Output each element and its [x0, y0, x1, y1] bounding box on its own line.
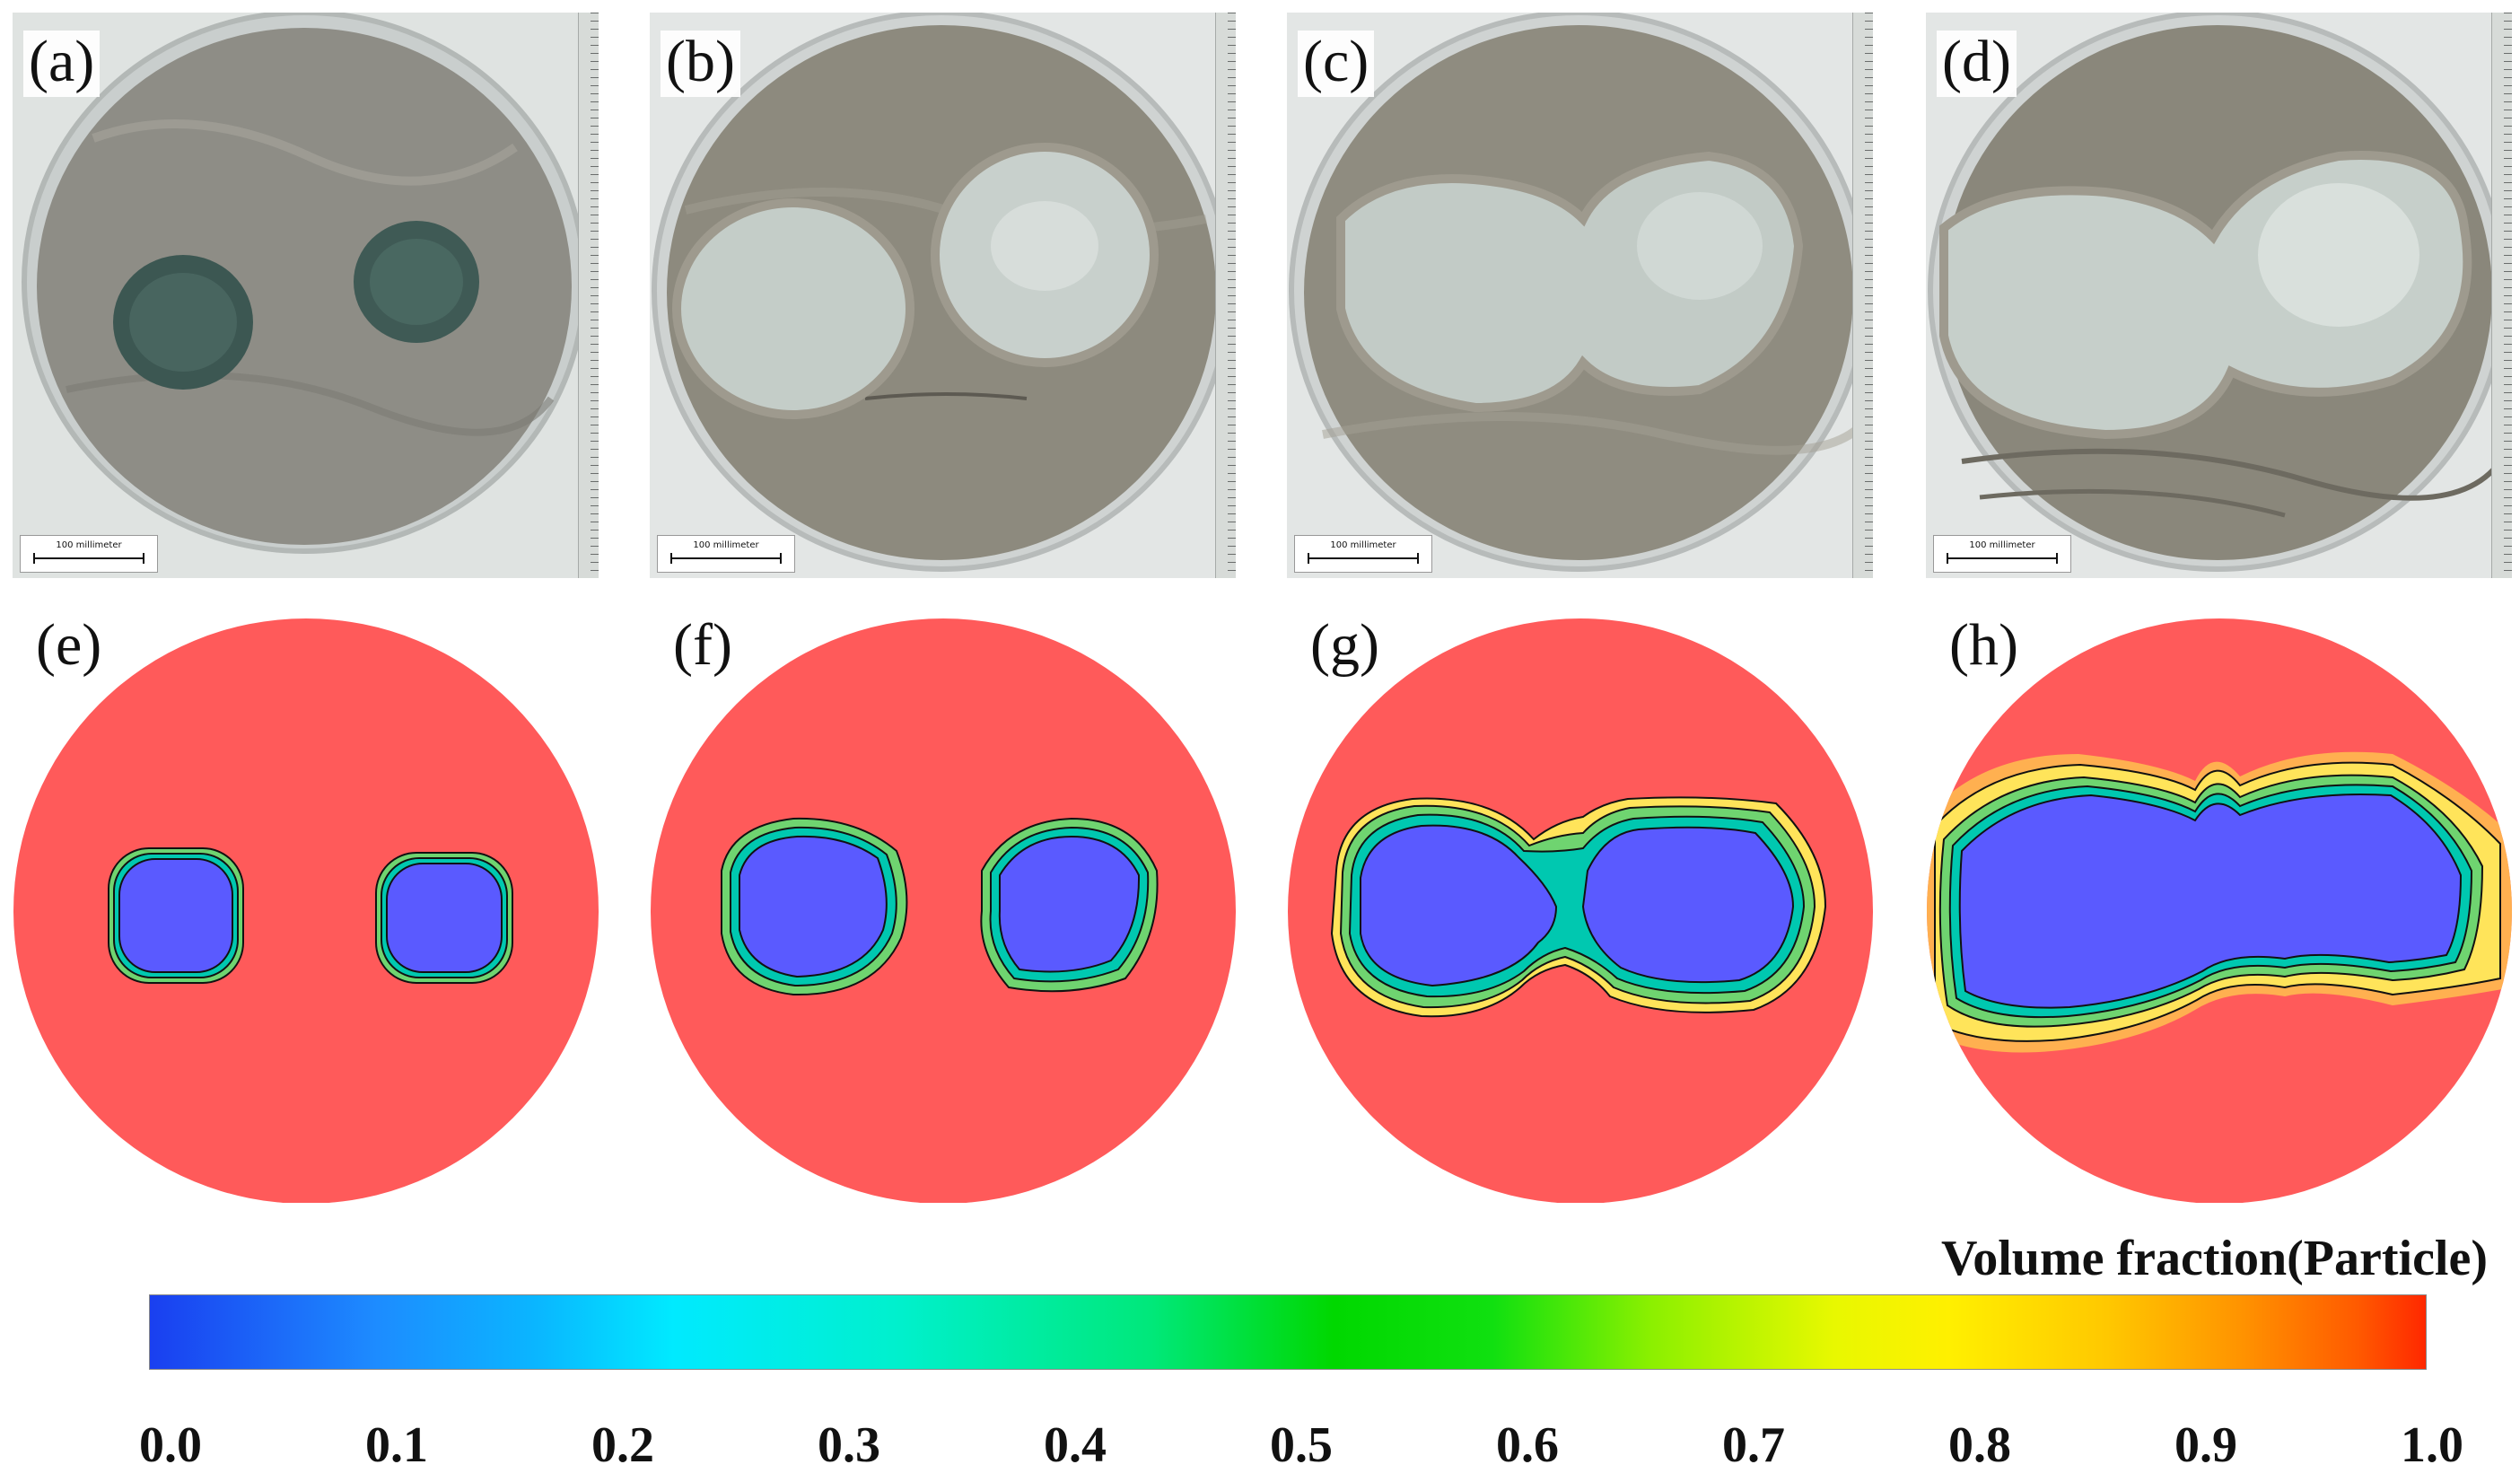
photo-d-image	[1926, 13, 2512, 578]
scale-line-a	[33, 553, 144, 564]
photo-panel-c: (c) 100 millimeter	[1287, 13, 1873, 578]
scale-text-b: 100 millimeter	[693, 540, 759, 550]
panel-label-d: (d)	[1937, 31, 2017, 97]
sim-panel-f: (f)	[650, 610, 1236, 1203]
colorbar-tick-label: 0.2	[591, 1417, 654, 1473]
photo-c-image	[1287, 13, 1873, 578]
panel-label-g: (g)	[1310, 612, 1379, 678]
photo-a-image	[13, 13, 599, 578]
colorbar-tick-label: 0.1	[365, 1417, 428, 1473]
scale-bar-a: 100 millimeter	[20, 535, 158, 573]
colorbar-tick-label: 0.4	[1044, 1417, 1107, 1473]
colorbar-tick-label: 0.9	[2174, 1417, 2237, 1473]
colorbar-tick-label: 1.0	[2401, 1417, 2463, 1473]
panel-label-e: (e)	[36, 612, 102, 678]
panel-label-a: (a)	[23, 31, 101, 97]
photo-b-image	[650, 13, 1236, 578]
colorbar-tick-label: 0.7	[1722, 1417, 1785, 1473]
scale-bar-d: 100 millimeter	[1933, 535, 2071, 573]
colorbar-tick-label: 0.8	[1948, 1417, 2011, 1473]
photo-panel-a: (a) 100 millimeter	[13, 13, 599, 578]
panel-label-f: (f)	[673, 612, 732, 678]
sim-h-contour	[1927, 618, 2512, 1203]
colorbar-tick-label: 0.5	[1270, 1417, 1333, 1473]
colorbar-tick-label: 0.3	[818, 1417, 880, 1473]
scale-text-c: 100 millimeter	[1330, 540, 1396, 550]
colorbar-tick-label: 0.0	[139, 1417, 202, 1473]
scale-text-d: 100 millimeter	[1969, 540, 2035, 550]
panel-label-c: (c)	[1298, 31, 1375, 97]
sim-panel-g: (g)	[1287, 610, 1873, 1203]
photo-panel-d: (d) 100 millimeter	[1926, 13, 2512, 578]
scale-line-d	[1947, 553, 2058, 564]
ruler	[2491, 13, 2512, 578]
sim-g-contour	[1288, 618, 1873, 1203]
sim-panel-h: (h)	[1926, 610, 2512, 1203]
scale-bar-c: 100 millimeter	[1294, 535, 1432, 573]
colorbar	[149, 1294, 2427, 1370]
scale-text-a: 100 millimeter	[56, 540, 122, 550]
photo-panel-b: (b) 100 millimeter	[650, 13, 1236, 578]
colorbar-title: Volume fraction(Particle)	[1940, 1231, 2488, 1286]
scale-line-b	[670, 553, 782, 564]
sim-panel-e: (e)	[13, 610, 599, 1203]
sim-f-contour	[651, 618, 1236, 1203]
scale-line-c	[1308, 553, 1419, 564]
sim-e-contour	[13, 618, 599, 1203]
scale-bar-b: 100 millimeter	[657, 535, 795, 573]
ruler	[578, 13, 599, 578]
colorbar-tick-label: 0.6	[1496, 1417, 1559, 1473]
panel-label-b: (b)	[661, 31, 740, 97]
ruler	[1215, 13, 1236, 578]
panel-label-h: (h)	[1949, 612, 2018, 678]
ruler	[1852, 13, 1873, 578]
